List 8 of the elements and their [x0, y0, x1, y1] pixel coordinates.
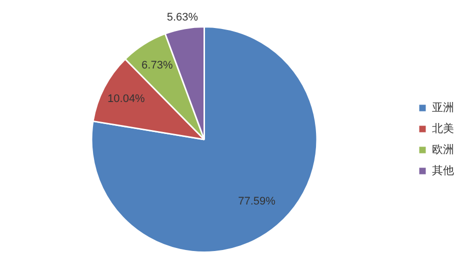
- data-label: 10.04%: [108, 93, 146, 106]
- data-label: 6.73%: [142, 59, 173, 72]
- legend-label: 其他: [432, 164, 454, 177]
- legend-label: 欧洲: [432, 142, 454, 156]
- legend-label: 北美: [432, 122, 454, 135]
- data-label: 77.59%: [238, 195, 276, 208]
- legend-label: 亚洲: [432, 100, 454, 114]
- data-label: 5.63%: [166, 11, 198, 24]
